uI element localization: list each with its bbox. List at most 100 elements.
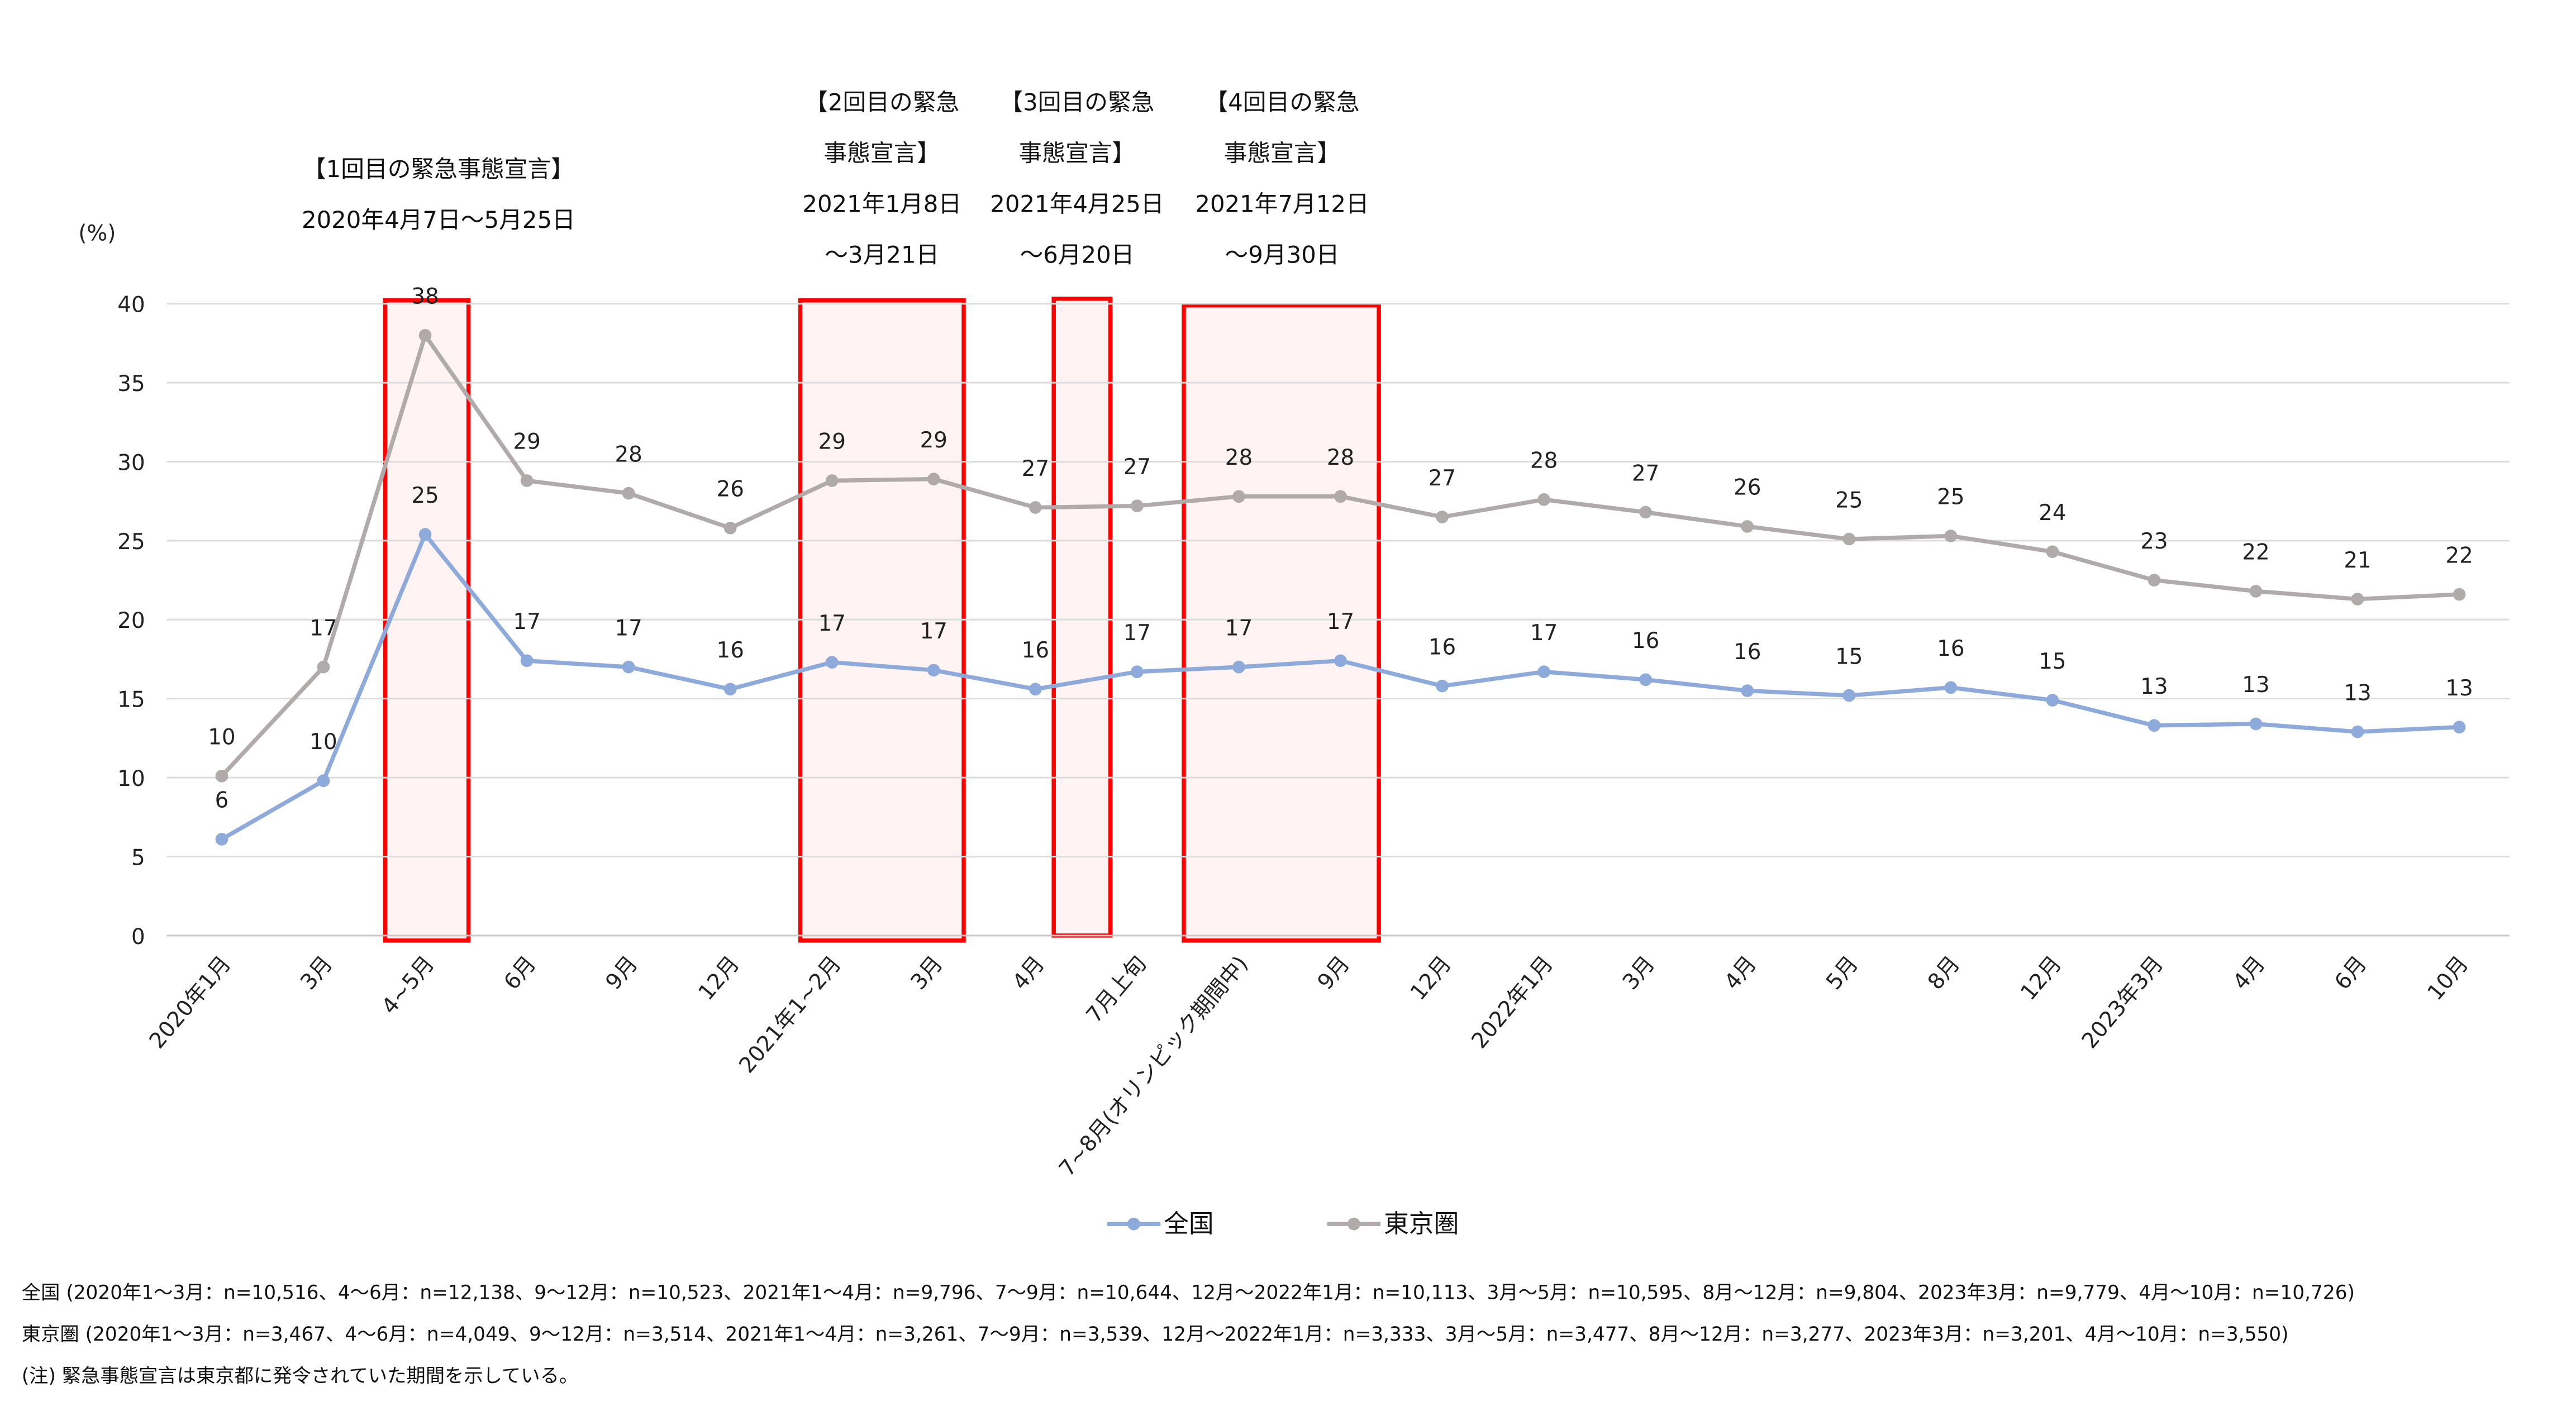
data-point — [1842, 689, 1856, 702]
data-point — [2046, 545, 2059, 559]
annotation-2: ～3月21日 — [825, 241, 939, 269]
data-point — [2148, 574, 2161, 587]
y-tick-label: 25 — [117, 530, 145, 555]
footnote: (注) 緊急事態宣言は東京都に発令されていた期間を示している。 — [22, 1365, 578, 1388]
data-point — [927, 664, 940, 677]
x-tick-label: 3月 — [1618, 951, 1660, 995]
data-label: 22 — [2445, 543, 2473, 568]
data-label: 17 — [1530, 621, 1558, 646]
data-label: 17 — [513, 609, 540, 635]
data-label: 10 — [208, 725, 235, 750]
x-tick-label: 2022年1月 — [1467, 951, 1559, 1054]
data-point — [1131, 665, 1144, 678]
data-point — [1232, 660, 1245, 674]
data-point — [1131, 499, 1144, 513]
annotation-1: 2020年4月7日～5月25日 — [302, 206, 575, 233]
y-tick-label: 5 — [131, 845, 145, 870]
data-point — [1944, 530, 1958, 542]
annotation-3: 2021年4月25日 — [990, 190, 1164, 218]
data-label: 13 — [2445, 676, 2473, 701]
data-point — [622, 660, 635, 674]
x-tick-label: 4月 — [2228, 951, 2270, 995]
data-label: 17 — [1225, 616, 1253, 641]
emergency-period-box-3 — [1051, 297, 1113, 938]
data-point — [418, 528, 432, 541]
data-point — [1741, 520, 1754, 533]
data-point — [2249, 585, 2263, 598]
data-label: 23 — [2140, 529, 2168, 554]
y-axis-label: (%) — [78, 221, 116, 246]
data-point — [215, 769, 228, 783]
emergency-period-box-4 — [1182, 303, 1381, 943]
data-point — [723, 683, 737, 696]
data-label: 13 — [2140, 674, 2168, 699]
data-label: 25 — [1937, 485, 1964, 510]
data-label: 13 — [2242, 673, 2269, 698]
y-tick-label: 40 — [117, 293, 145, 318]
x-tick-label: 9月 — [601, 951, 642, 995]
data-label: 29 — [513, 430, 540, 455]
footnote: 全国 (2020年1～3月：n=10,516、4～6月：n=12,138、9～1… — [22, 1281, 2355, 1304]
x-tick-label: 3月 — [296, 951, 337, 995]
data-label: 17 — [615, 616, 642, 641]
x-tick-label: 4月 — [1008, 951, 1050, 995]
data-point — [1029, 501, 1042, 514]
footnote: 東京圏 (2020年1～3月：n=3,467、4～6月：n=4,049、9～12… — [22, 1323, 2289, 1346]
data-label: 29 — [818, 430, 846, 455]
x-tick-label: 2021年1~2月 — [734, 951, 846, 1078]
data-point — [1639, 673, 1653, 687]
annotation-4: 2021年7月12日 — [1195, 190, 1369, 218]
annotation-4: ～9月30日 — [1225, 241, 1340, 269]
data-point — [1232, 490, 1245, 503]
data-label: 22 — [2242, 540, 2269, 565]
data-label: 27 — [1429, 466, 1456, 491]
data-label: 28 — [1530, 449, 1558, 474]
data-label: 27 — [1632, 461, 1659, 486]
x-tick-label: 8月 — [1923, 951, 1965, 995]
y-tick-label: 15 — [117, 688, 145, 713]
legend-label: 全国 — [1164, 1209, 1214, 1238]
y-tick-label: 35 — [117, 371, 145, 397]
data-point — [2453, 588, 2466, 601]
data-label: 6 — [215, 788, 229, 813]
data-label: 17 — [1327, 609, 1354, 635]
annotation-2: 【2回目の緊急 — [804, 89, 959, 116]
data-label: 16 — [1937, 636, 1964, 661]
data-label: 15 — [1835, 644, 1863, 669]
data-point — [1944, 681, 1958, 694]
data-label: 10 — [309, 730, 337, 755]
legend-marker — [1127, 1217, 1140, 1231]
x-tick-label: 5月 — [1821, 951, 1863, 995]
x-tick-label: 4月 — [1720, 951, 1761, 995]
data-point — [2249, 717, 2263, 731]
y-tick-label: 20 — [117, 608, 145, 633]
data-point — [723, 521, 737, 535]
data-label: 26 — [1734, 475, 1761, 500]
data-point — [2351, 725, 2364, 738]
x-tick-label: 12月 — [694, 951, 745, 1005]
y-tick-label: 30 — [117, 450, 145, 475]
x-tick-label: 6月 — [499, 951, 541, 995]
data-point — [520, 474, 534, 487]
data-point — [2351, 593, 2364, 606]
legend-marker — [1347, 1217, 1360, 1231]
data-point — [1639, 506, 1653, 519]
x-tick-label: 9月 — [1313, 951, 1355, 995]
x-tick-label: 12月 — [2016, 951, 2066, 1005]
annotation-3: 事態宣言】 — [1019, 140, 1136, 167]
data-label: 17 — [309, 616, 337, 641]
annotation-3: 【3回目の緊急 — [999, 89, 1154, 116]
data-point — [927, 473, 940, 485]
x-tick-label: 2020年1月 — [145, 951, 236, 1054]
data-label: 28 — [1327, 445, 1354, 470]
data-point — [520, 654, 534, 668]
x-tick-label: 12月 — [1406, 951, 1456, 1005]
data-label: 29 — [920, 428, 947, 453]
x-tick-label: 6月 — [2330, 951, 2372, 995]
data-point — [1537, 665, 1550, 678]
data-label: 16 — [1632, 628, 1659, 654]
data-point — [317, 774, 330, 788]
data-point — [825, 474, 839, 487]
data-label: 26 — [717, 477, 744, 502]
